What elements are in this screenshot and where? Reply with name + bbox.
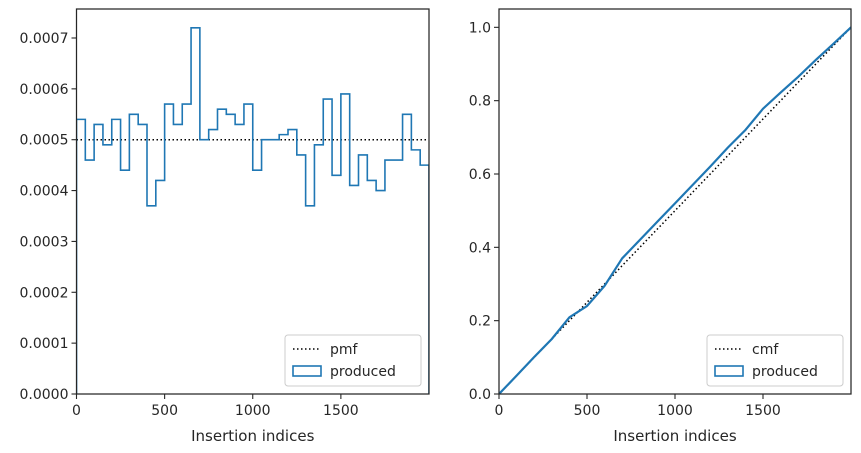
left-ytick-label: 0.0000 xyxy=(20,387,69,403)
left-legend: pmf produced xyxy=(284,334,422,387)
right-ytick-label: 0.4 xyxy=(469,240,491,256)
left-series-produced xyxy=(76,27,429,394)
left-ytick-label: 0.0006 xyxy=(20,82,69,98)
right-ytick-label: 0.0 xyxy=(469,387,491,403)
right-ytick-label: 0.2 xyxy=(469,314,491,330)
left-legend-box xyxy=(284,334,422,387)
right-legend-box xyxy=(706,334,844,387)
right-chart: 0.0 0.2 0.4 0.6 0.8 1.0 0 500 1000 1500 Insertion … xyxy=(469,8,852,445)
right-ytick-label: 1.0 xyxy=(469,20,491,36)
right-legend-handle-produced xyxy=(714,365,744,377)
right-plot-area xyxy=(499,26,851,394)
right-axes-frame xyxy=(498,8,852,395)
left-xtick-label: 0 xyxy=(72,403,81,419)
right-legend: cmf produced xyxy=(706,334,844,387)
left-xtick-label: 1500 xyxy=(323,403,359,419)
left-ytick-label: 0.0001 xyxy=(20,336,69,352)
right-xtick-label: 500 xyxy=(574,403,601,419)
left-ytick-label: 0.0002 xyxy=(20,285,69,301)
right-legend-label-produced: produced xyxy=(752,364,818,380)
left-xaxis-title: Insertion indices xyxy=(191,427,314,445)
left-ytick-label: 0.0003 xyxy=(20,234,69,250)
right-legend-label-cmf: cmf xyxy=(752,342,779,358)
left-legend-label-pmf: pmf xyxy=(330,342,359,358)
right-ytick-label: 0.6 xyxy=(469,167,491,183)
right-ytick-label: 0.8 xyxy=(469,94,491,110)
right-xtick-label: 1500 xyxy=(745,403,781,419)
right-xtick-label: 1000 xyxy=(657,403,693,419)
left-ytick-label: 0.0004 xyxy=(20,184,69,200)
left-ytick-label: 0.0005 xyxy=(20,133,69,149)
left-plot-area xyxy=(76,27,429,394)
left-chart: 0.0000 0.0001 0.0002 0.0003 0.0004 0.0005 0.00… xyxy=(20,8,430,445)
left-legend-label-produced: produced xyxy=(330,364,396,380)
left-axes-frame xyxy=(75,8,430,395)
left-legend-handle-produced xyxy=(292,365,322,377)
right-xaxis-title: Insertion indices xyxy=(613,427,736,445)
left-xtick-label: 1000 xyxy=(235,403,271,419)
right-series-produced xyxy=(499,26,851,394)
left-ytick-label: 0.0007 xyxy=(20,31,69,47)
right-xtick-label: 0 xyxy=(495,403,504,419)
left-xtick-label: 500 xyxy=(151,403,178,419)
